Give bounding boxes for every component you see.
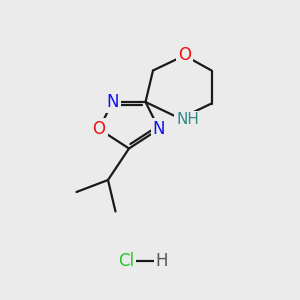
Text: H: H: [156, 252, 168, 270]
Text: O: O: [178, 46, 191, 64]
Text: O: O: [92, 120, 106, 138]
Text: Cl: Cl: [118, 252, 134, 270]
Text: N: N: [153, 120, 165, 138]
Text: N: N: [106, 93, 119, 111]
Text: NH: NH: [176, 112, 199, 128]
